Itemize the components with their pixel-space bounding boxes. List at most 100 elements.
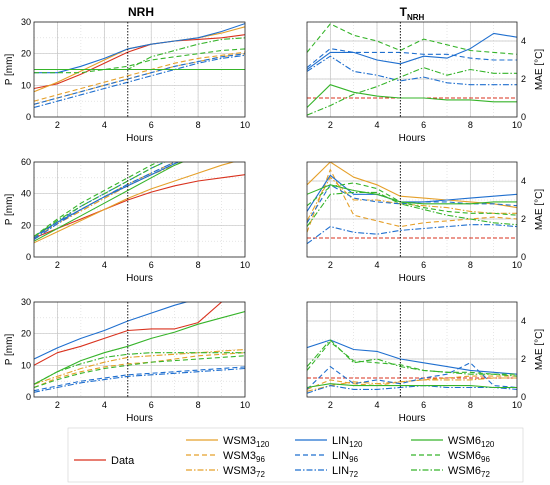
legend-label-sub: 96 xyxy=(349,455,358,464)
legend-label: WSM3120 xyxy=(223,435,270,449)
series-line-wsm3-96 xyxy=(34,352,245,389)
y-axis-label: MAE [°C] xyxy=(534,189,545,230)
legend-entry-wsm3-96: WSM396 xyxy=(186,450,265,464)
x-axis-label: Hours xyxy=(126,413,153,424)
legend-label-main: WSM6 xyxy=(448,465,481,477)
y-tick-label: 30 xyxy=(21,297,31,307)
axes-frame xyxy=(306,21,518,118)
series-line-wsm6-72 xyxy=(307,67,517,116)
legend-label-sub: 96 xyxy=(481,455,490,464)
x-tick-label: 10 xyxy=(240,260,250,270)
series-line-wsm6-72 xyxy=(34,37,245,71)
y-axis-label: P [mm] xyxy=(4,334,15,366)
series-line-wsm6-120 xyxy=(307,184,517,205)
legend-label-main: LIN xyxy=(332,450,349,462)
series-group xyxy=(307,162,517,245)
x-tick-label: 2 xyxy=(328,260,333,270)
x-tick-label: 6 xyxy=(421,400,426,410)
plot-area xyxy=(307,162,517,257)
x-tick-label: 4 xyxy=(374,120,379,130)
series-line-wsm6-72 xyxy=(307,191,517,227)
series-line-lin-120 xyxy=(307,32,517,70)
legend-entry-wsm6-72: WSM672 xyxy=(411,465,490,479)
series-line-data xyxy=(34,34,245,90)
x-tick-label: 2 xyxy=(328,400,333,410)
x-tick-label: 6 xyxy=(421,260,426,270)
legend-label-sub: 120 xyxy=(349,440,363,449)
series-line-wsm3-96 xyxy=(307,169,517,233)
legend: DataWSM3120WSM396WSM372LIN120LIN96LIN72W… xyxy=(67,427,524,483)
x-tick-label: 4 xyxy=(102,260,107,270)
legend-entry-wsm6-120: WSM6120 xyxy=(411,435,495,449)
series-line-wsm6-72 xyxy=(34,352,245,385)
x-axis-label: Hours xyxy=(126,273,153,284)
series-line-wsm6-120 xyxy=(34,310,245,385)
series-line-wsm6-96 xyxy=(307,23,517,55)
legend-entry-wsm6-96: WSM696 xyxy=(411,450,490,464)
legend-label: LIN120 xyxy=(332,435,363,449)
y-tick-label: 0 xyxy=(521,112,526,122)
x-tick-label: 2 xyxy=(328,120,333,130)
legend-label-main: WSM3 xyxy=(223,435,256,447)
x-axis-label: Hours xyxy=(399,413,426,424)
legend-entry-wsm3-72: WSM372 xyxy=(186,465,265,479)
series-line-lin-96 xyxy=(34,162,166,239)
y-tick-label: 60 xyxy=(21,157,31,167)
series-line-wsm3-96 xyxy=(34,51,245,102)
x-tick-label: 2 xyxy=(55,400,60,410)
panel-row3_left: 2 4 6 8 10 0 10 20 30 Hours P [mm] xyxy=(4,297,250,424)
y-tick-label: 2 xyxy=(521,354,526,364)
y-tick-label: 0 xyxy=(26,112,31,122)
y-tick-label: 0 xyxy=(26,252,31,262)
series-line-lin-96 xyxy=(34,366,245,392)
legend-entry-lin-72: LIN72 xyxy=(295,465,359,479)
series-line-data xyxy=(34,174,245,239)
panel-row2_left: 2 4 6 8 10 0 20 40 60 Hours P [mm] xyxy=(4,157,250,284)
x-tick-label: 10 xyxy=(512,120,522,130)
x-tick-label: 4 xyxy=(102,120,107,130)
y-tick-label: 0 xyxy=(521,252,526,262)
legend-entry-wsm3-120: WSM3120 xyxy=(186,435,270,449)
y-tick-label: 2 xyxy=(521,74,526,84)
series-line-wsm6-120 xyxy=(307,383,517,389)
x-tick-label: 6 xyxy=(421,120,426,130)
series-line-wsm6-120 xyxy=(307,84,517,108)
axes-frame xyxy=(33,161,246,258)
y-tick-label: 0 xyxy=(521,392,526,402)
legend-label-data: Data xyxy=(111,455,135,467)
panel-row3_right: 2 4 6 8 100 2 4 Hours MAE [°C] xyxy=(306,301,545,424)
x-tick-label: 8 xyxy=(468,120,473,130)
legend-label-main: LIN xyxy=(332,465,349,477)
right-column-title-sub: NRH xyxy=(407,13,425,22)
right-column-title: TNRH xyxy=(400,5,425,22)
y-tick-label: 40 xyxy=(21,189,31,199)
y-axis-label: P [mm] xyxy=(4,194,15,226)
series-line-lin-96 xyxy=(307,362,517,390)
x-tick-label: 6 xyxy=(149,400,154,410)
series-line-lin-72 xyxy=(307,224,517,245)
legend-label-main: WSM3 xyxy=(223,465,256,477)
axes-frame xyxy=(306,161,518,258)
series-line-wsm3-120 xyxy=(34,162,236,244)
series-group xyxy=(34,162,245,244)
series-group xyxy=(34,302,245,393)
series-line-data xyxy=(34,302,223,366)
y-tick-label: 10 xyxy=(21,360,31,370)
x-tick-label: 8 xyxy=(196,120,201,130)
x-tick-label: 10 xyxy=(512,260,522,270)
series-line-lin-96 xyxy=(34,53,245,105)
series-line-lin-72 xyxy=(307,385,517,394)
series-line-lin-120 xyxy=(307,339,517,375)
y-axis-label: MAE [°C] xyxy=(534,49,545,90)
plot-area xyxy=(307,22,517,117)
series-line-wsm6-96 xyxy=(34,162,160,237)
y-tick-label: 10 xyxy=(21,80,31,90)
series-group xyxy=(34,23,245,109)
x-axis-label: Hours xyxy=(399,133,426,144)
y-tick-label: 20 xyxy=(21,49,31,59)
x-axis-label: Hours xyxy=(399,273,426,284)
y-tick-label: 2 xyxy=(521,214,526,224)
legend-label-main: WSM6 xyxy=(448,435,481,447)
